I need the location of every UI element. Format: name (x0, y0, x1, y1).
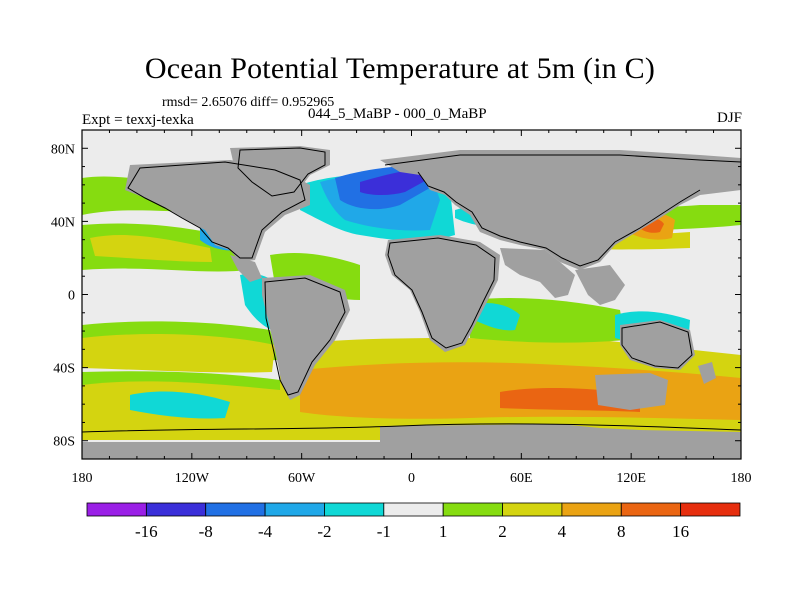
land-eurasia (380, 150, 741, 270)
x-tick-label: 120E (616, 471, 646, 486)
colorbar: -16 -8 -4 -2 -1 1 2 4 8 16 (86, 502, 741, 541)
colorbar-swatch (205, 502, 266, 517)
coastline-greenland (237, 147, 326, 197)
coastlines (82, 147, 741, 433)
colorbar-swatch (442, 502, 503, 517)
land-southeast-asia (575, 265, 625, 305)
x-tick-label: 60W (288, 471, 316, 486)
land-australia (620, 320, 695, 370)
land-new-zealand (698, 362, 716, 384)
coastline-antarctica (82, 423, 741, 433)
field-pacific-yellow-south (82, 334, 275, 373)
colorbar-label: 1 (439, 522, 448, 541)
land-mask (82, 146, 741, 459)
coastline-north-america (127, 161, 306, 259)
coastline-australia (621, 321, 693, 369)
land-arabia-india (500, 248, 575, 298)
colorbar-label: -8 (199, 522, 213, 541)
season-label: DJF (716, 110, 742, 126)
field-pacific-yellow-north (90, 235, 212, 262)
map-axes: 180 120W 60W 0 60E 120E 180 80N 40N 0 40S 80S (51, 130, 752, 486)
land-south-america (262, 275, 350, 400)
y-tick-label: 80S (53, 435, 75, 450)
colorbar-label: 2 (498, 522, 507, 541)
cold-south-pacific (130, 391, 230, 419)
x-tick-label: 120W (175, 471, 210, 486)
x-tick-label: 60E (510, 471, 533, 486)
chart-title: Ocean Potential Temperature at 5m (in C) (144, 52, 656, 85)
colorbar-label: 4 (558, 522, 567, 541)
colorbar-swatch (383, 502, 444, 517)
y-tick-label: 40S (53, 362, 75, 377)
colorbar-label: -16 (135, 522, 158, 541)
land-antarctica (82, 442, 741, 459)
colorbar-swatch (502, 502, 563, 517)
y-tick-label: 40N (51, 215, 75, 230)
colorbar-swatch (561, 502, 622, 517)
x-tick-label: 0 (408, 471, 415, 486)
x-tick-label: 180 (731, 471, 752, 486)
colorbar-label: -2 (317, 522, 331, 541)
land-north-america (125, 160, 310, 262)
colorbar-swatch (680, 502, 741, 517)
x-tick-label: 180 (72, 471, 93, 486)
colorbar-label: 8 (617, 522, 626, 541)
statistics-line: rmsd= 2.65076 diff= 0.952965 (162, 95, 335, 110)
colorbar-swatch (86, 502, 147, 517)
coastline-eurasia (384, 154, 741, 267)
colorbar-swatch (145, 502, 207, 517)
experiment-period-label: 044_5_MaBP - 000_0_MaBP (308, 106, 487, 122)
coastline-south-america (264, 277, 346, 396)
y-tick-label: 80N (51, 142, 75, 157)
colorbar-label: 16 (672, 522, 689, 541)
colorbar-label: -4 (258, 522, 273, 541)
colorbar-label: -1 (377, 522, 391, 541)
colorbar-swatch (620, 502, 682, 517)
colorbar-swatch (264, 502, 325, 517)
land-australia-south-block (595, 373, 668, 410)
experiment-label: Expt = texxj-texka (82, 112, 194, 128)
land-africa (385, 235, 500, 352)
coastline-africa (387, 237, 496, 349)
colorbar-swatch (324, 502, 385, 517)
land-central-america (230, 255, 262, 282)
map-plot-area (82, 130, 741, 459)
land-antarctic-shelf (380, 424, 741, 442)
y-tick-label: 0 (68, 289, 75, 304)
